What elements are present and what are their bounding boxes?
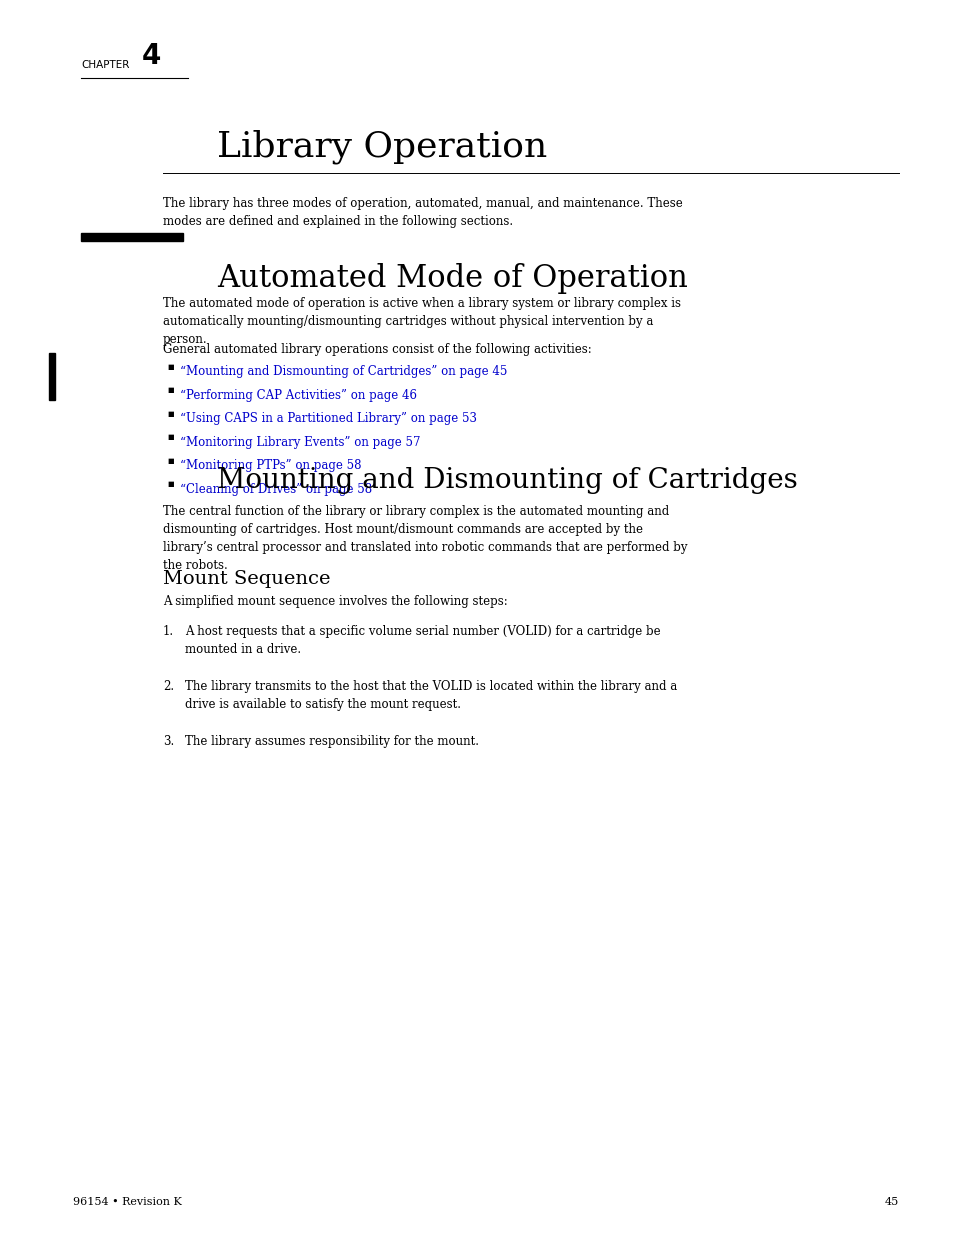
Text: 3.: 3.	[163, 735, 174, 748]
Text: A host requests that a specific volume serial number (VOLID) for a cartridge be
: A host requests that a specific volume s…	[185, 625, 659, 656]
Text: General automated library operations consist of the following activities:: General automated library operations con…	[163, 343, 591, 356]
Text: The library assumes responsibility for the mount.: The library assumes responsibility for t…	[185, 735, 478, 748]
Text: “Using CAPS in a Partitioned Library” on page 53: “Using CAPS in a Partitioned Library” on…	[179, 412, 476, 425]
Text: ■: ■	[167, 410, 173, 416]
Text: The library transmits to the host that the VOLID is located within the library a: The library transmits to the host that t…	[185, 680, 677, 711]
Text: 1.: 1.	[163, 625, 173, 638]
Text: “Performing CAP Activities” on page 46: “Performing CAP Activities” on page 46	[179, 389, 416, 401]
Text: ■: ■	[167, 457, 173, 463]
Text: Mounting and Dismounting of Cartridges: Mounting and Dismounting of Cartridges	[217, 467, 797, 494]
Text: ■: ■	[167, 387, 173, 393]
Text: 45: 45	[883, 1197, 898, 1207]
Text: ■: ■	[167, 480, 173, 487]
Text: ■: ■	[167, 363, 173, 369]
Text: A simplified mount sequence involves the following steps:: A simplified mount sequence involves the…	[163, 595, 507, 608]
Text: The automated mode of operation is active when a library system or library compl: The automated mode of operation is activ…	[163, 296, 680, 346]
Text: 96154 • Revision K: 96154 • Revision K	[73, 1197, 182, 1207]
Text: “Monitoring PTPs” on page 58: “Monitoring PTPs” on page 58	[179, 459, 361, 472]
Bar	[50, 353, 55, 400]
Text: Automated Mode of Operation: Automated Mode of Operation	[217, 263, 687, 294]
Bar	[81, 233, 183, 241]
Text: 4: 4	[142, 42, 161, 70]
Text: 2.: 2.	[163, 680, 173, 693]
Text: The central function of the library or library complex is the automated mounting: The central function of the library or l…	[163, 505, 687, 572]
Text: Mount Sequence: Mount Sequence	[163, 571, 330, 588]
Text: “Cleaning of Drives” on page 58: “Cleaning of Drives” on page 58	[179, 483, 372, 495]
Text: The library has three modes of operation, automated, manual, and maintenance. Th: The library has three modes of operation…	[163, 198, 682, 228]
Text: “Monitoring Library Events” on page 57: “Monitoring Library Events” on page 57	[179, 436, 419, 448]
Text: CHAPTER: CHAPTER	[81, 61, 130, 70]
Text: ■: ■	[167, 433, 173, 440]
Text: Library Operation: Library Operation	[217, 130, 547, 164]
Text: “Mounting and Dismounting of Cartridges” on page 45: “Mounting and Dismounting of Cartridges”…	[179, 366, 507, 378]
